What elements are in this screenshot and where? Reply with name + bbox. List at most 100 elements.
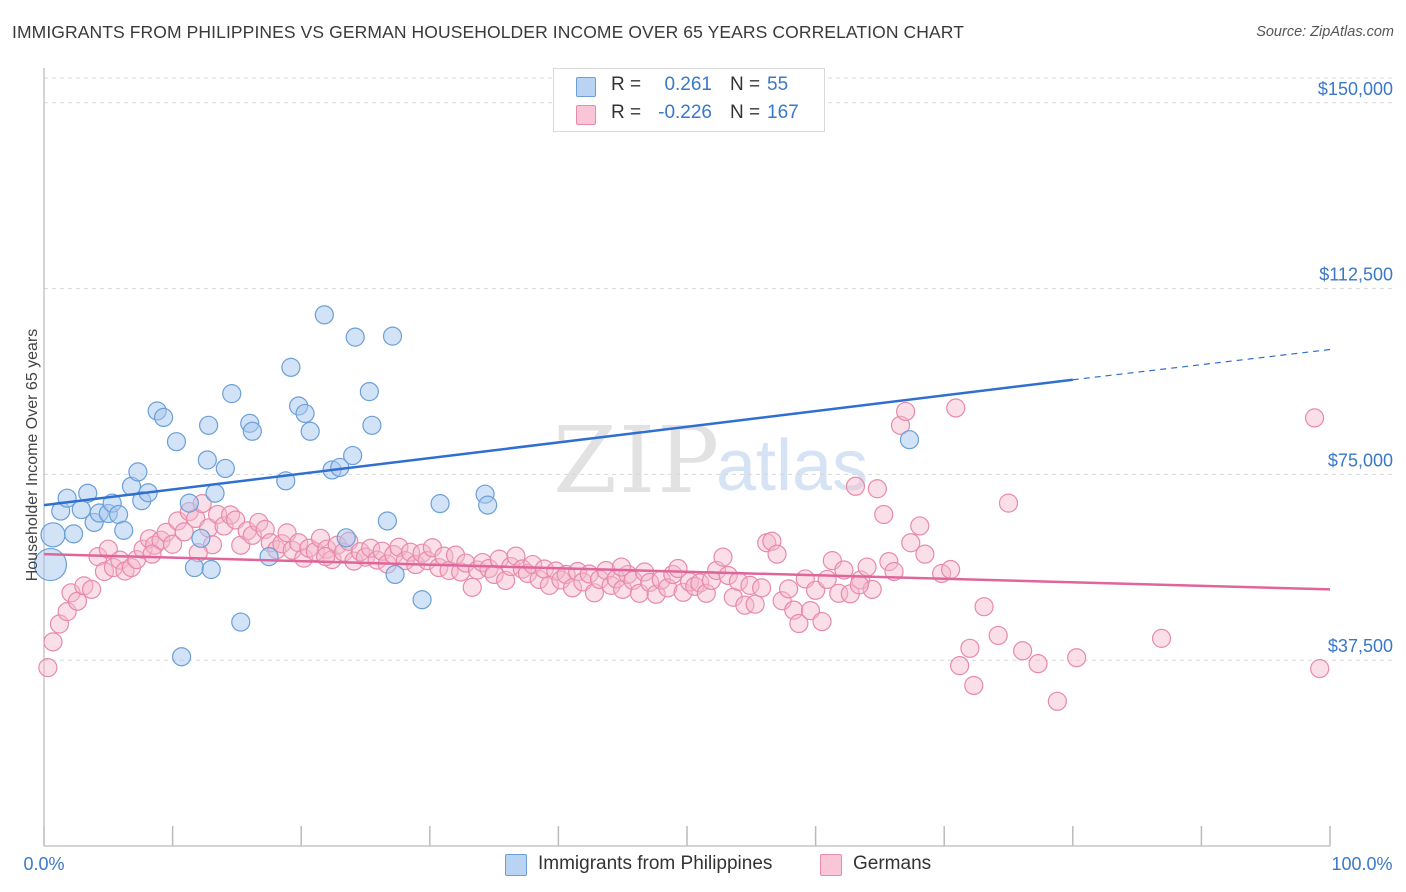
point-germans <box>601 575 621 595</box>
point-philippines <box>114 520 134 540</box>
bottom-legend-swatch-blue <box>505 854 527 876</box>
point-philippines <box>281 357 301 377</box>
point-germans <box>668 558 688 579</box>
bottom-legend-label: Germans <box>853 853 932 874</box>
point-philippines <box>78 483 98 503</box>
point-germans <box>690 573 710 593</box>
source-label: Source: ZipAtlas.com <box>1256 24 1394 40</box>
point-germans <box>282 540 302 560</box>
point-philippines <box>295 403 315 424</box>
point-germans <box>1047 691 1067 711</box>
point-germans <box>546 561 566 581</box>
point-philippines <box>166 432 187 452</box>
point-philippines <box>478 495 498 515</box>
point-germans <box>1067 648 1087 668</box>
point-germans <box>539 575 559 595</box>
point-philippines <box>201 559 221 580</box>
point-germans <box>718 565 738 586</box>
point-germans <box>740 575 760 595</box>
point-germans <box>874 504 894 525</box>
legend-row-philippines: R = 0.261 N = 55 <box>554 72 824 100</box>
point-philippines <box>377 511 397 531</box>
point-philippines <box>184 557 205 578</box>
point-germans <box>1304 408 1325 428</box>
point-philippines <box>300 421 320 441</box>
trend-line-philippines <box>43 378 1073 507</box>
point-philippines <box>242 421 262 441</box>
point-philippines <box>382 326 403 346</box>
point-philippines <box>336 528 356 548</box>
point-germans <box>1013 641 1033 661</box>
legend-r-label: R = <box>611 102 642 123</box>
point-germans <box>451 562 471 582</box>
watermark-atlas: atlas <box>716 426 868 506</box>
point-germans <box>845 476 866 496</box>
point-philippines <box>172 647 192 667</box>
point-germans <box>901 533 921 553</box>
bottom-legend-label: Immigrants from Philippines <box>538 853 773 874</box>
point-germans <box>640 572 660 593</box>
trend-lines <box>43 348 1331 591</box>
y-axis-label: Householder Income Over 65 years <box>24 329 41 582</box>
point-philippines <box>153 407 174 428</box>
point-germans <box>142 544 162 564</box>
y-tick-label: $112,500 <box>1319 265 1393 285</box>
point-germans <box>214 516 234 536</box>
point-germans <box>57 602 77 622</box>
point-germans <box>915 544 935 564</box>
point-philippines <box>205 483 225 503</box>
point-philippines <box>222 384 242 404</box>
point-germans <box>834 560 854 580</box>
point-philippines <box>33 547 68 582</box>
point-germans <box>289 533 309 553</box>
point-germans <box>551 570 571 590</box>
point-philippines <box>314 305 334 325</box>
watermark-zip: ZIP <box>553 407 721 514</box>
point-philippines <box>197 450 217 470</box>
legend-r-value: -0.226 <box>658 102 712 123</box>
point-germans <box>884 561 904 582</box>
point-germans <box>960 638 980 658</box>
point-germans <box>988 625 1008 646</box>
axes <box>43 68 1331 847</box>
point-germans <box>344 551 364 571</box>
point-philippines <box>128 462 148 482</box>
point-germans <box>974 597 994 617</box>
point-philippines <box>259 547 279 567</box>
x-tick-label-min: 0.0% <box>23 854 64 874</box>
legend-swatch-pink <box>576 105 596 125</box>
legend-n-label: N = <box>730 102 761 123</box>
point-germans <box>867 479 887 499</box>
point-germans <box>317 539 337 559</box>
legend-swatch-blue <box>576 77 596 97</box>
trend-line-germans <box>43 552 1331 591</box>
point-philippines <box>191 528 211 548</box>
y-tick-label: $150,000 <box>1318 79 1393 99</box>
point-germans <box>272 534 292 554</box>
point-germans <box>489 549 509 569</box>
point-germans <box>1310 659 1330 679</box>
point-germans <box>350 542 370 562</box>
point-germans <box>849 575 869 595</box>
point-germans <box>646 584 666 604</box>
point-philippines <box>345 327 365 347</box>
legend-r-label: R = <box>611 74 642 95</box>
point-germans <box>713 547 733 567</box>
watermark: ZIP atlas <box>553 407 868 514</box>
point-germans <box>862 579 882 599</box>
point-germans <box>998 493 1019 513</box>
trend-line-philippines-extension <box>1072 348 1331 381</box>
chart-title: IMMIGRANTS FROM PHILIPPINES VS GERMAN HO… <box>12 22 965 42</box>
point-philippines <box>199 415 219 435</box>
point-philippines <box>412 590 432 610</box>
point-philippines <box>179 493 199 513</box>
legend-n-value: 55 <box>767 74 789 95</box>
point-germans <box>910 516 930 536</box>
point-germans <box>456 553 476 573</box>
point-germans <box>1028 654 1048 674</box>
point-germans <box>310 528 331 548</box>
point-germans <box>43 632 63 652</box>
bottom-legend-swatch-pink <box>820 854 842 876</box>
point-germans <box>812 611 832 632</box>
